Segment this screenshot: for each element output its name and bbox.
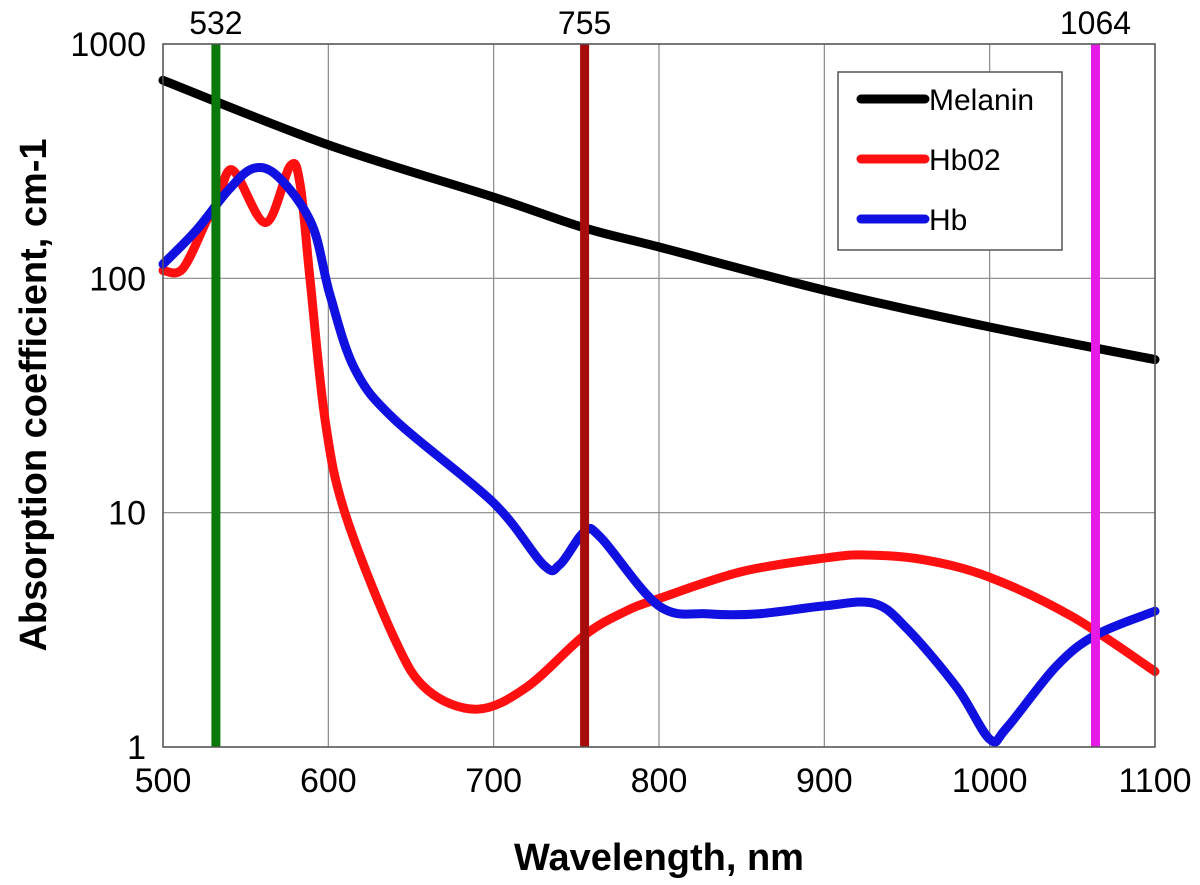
y-tick-label: 1 [127, 729, 146, 767]
legend-label: Hb [929, 204, 967, 237]
wavelength-markers: 532 755 1064 [189, 5, 1131, 747]
y-tick-label: 10 [108, 495, 146, 533]
x-tick-label: 600 [300, 762, 357, 800]
y-tick-label: 1000 [70, 26, 146, 64]
y-axis-title: Absorption coefficient, cm-1 [13, 138, 55, 651]
x-axis-title: Wavelength, nm [514, 837, 804, 879]
tick-labels: 500 600 700 800 900 1000 1100 1 10 100 1000 [70, 26, 1191, 800]
marker-label: 755 [558, 5, 611, 41]
marker-label: 1064 [1060, 5, 1131, 41]
legend-label: Melanin [929, 84, 1034, 117]
x-tick-label: 1000 [952, 762, 1028, 800]
y-tick-label: 100 [89, 260, 146, 298]
plot-frame [162, 43, 1156, 748]
x-tick-label: 500 [135, 762, 192, 800]
series-line-melanin [158, 75, 1160, 365]
marker-label: 532 [189, 5, 242, 41]
legend-label: Hb02 [929, 144, 1001, 177]
series-line-hb [158, 162, 1160, 747]
x-tick-label: 900 [796, 762, 853, 800]
series-lines [158, 75, 1160, 747]
legend: Melanin Hb02 Hb [837, 71, 1063, 251]
x-tick-label: 700 [465, 762, 522, 800]
x-tick-label: 800 [631, 762, 688, 800]
x-tick-label: 1100 [1118, 762, 1191, 800]
series-line-hb02 [158, 159, 1160, 714]
